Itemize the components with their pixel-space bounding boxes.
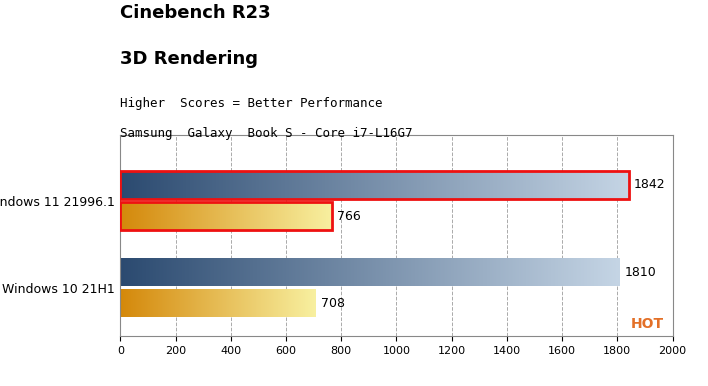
Text: Higher  Scores = Better Performance: Higher Scores = Better Performance xyxy=(120,96,383,110)
Text: Cinebench R23: Cinebench R23 xyxy=(120,4,271,22)
Text: 1810: 1810 xyxy=(625,266,657,279)
Text: 3D Rendering: 3D Rendering xyxy=(120,50,258,68)
Text: Samsung  Galaxy  Book S - Core i7-L16G7: Samsung Galaxy Book S - Core i7-L16G7 xyxy=(120,127,413,141)
Text: HOT: HOT xyxy=(632,317,664,332)
Text: 708: 708 xyxy=(321,297,345,310)
Bar xyxy=(120,202,332,230)
Bar xyxy=(120,171,629,199)
Text: 766: 766 xyxy=(337,210,360,223)
Text: 1842: 1842 xyxy=(634,178,666,191)
